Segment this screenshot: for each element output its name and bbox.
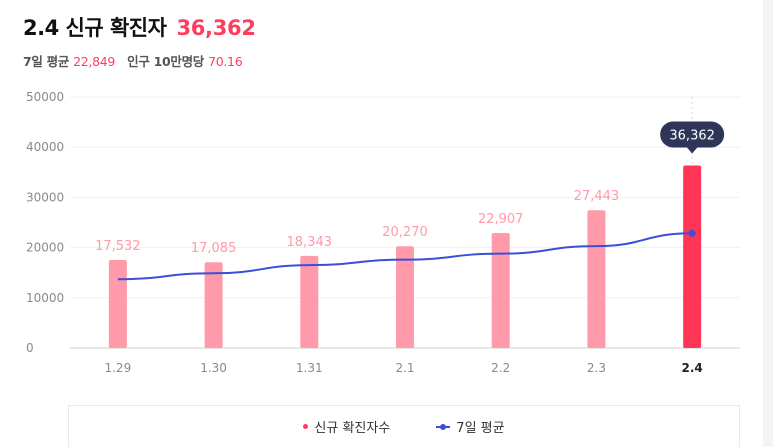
avg-value: 22,849 xyxy=(73,54,116,69)
bar-value-label: 18,343 xyxy=(287,235,333,250)
y-tick-label: 30000 xyxy=(26,190,64,204)
legend-label-cases: 신규 확진자수 xyxy=(314,421,391,436)
bar-value-label: 17,532 xyxy=(95,239,141,254)
y-tick-label: 50000 xyxy=(26,90,64,104)
bar xyxy=(396,246,414,348)
x-tick-label: 2.4 xyxy=(682,361,703,375)
bar xyxy=(587,210,606,348)
y-tick-label: 0 xyxy=(26,341,34,355)
cases-chart: 0 10000 20000 30000 40000 50000 17,532 17,085 18… xyxy=(26,90,740,375)
bar-value-label: 17,085 xyxy=(191,241,237,256)
page-title: 2.4 신규 확진자 xyxy=(23,16,167,40)
y-tick-label: 20000 xyxy=(26,241,64,255)
x-tick-label: 1.29 xyxy=(104,361,131,375)
average-point xyxy=(688,229,696,237)
bar-value-label: 27,443 xyxy=(574,189,620,204)
bar xyxy=(108,259,127,348)
legend-label-average: 7일 평균 xyxy=(456,421,505,436)
legend-item-average[interactable]: 7일 평균 xyxy=(436,417,505,436)
bar-value-label: 20,270 xyxy=(382,225,428,240)
total-cases: 36,362 xyxy=(176,16,256,40)
x-tick-label: 1.30 xyxy=(200,361,227,375)
x-tick-label: 1.31 xyxy=(296,361,323,375)
pop-label: 인구 10만명당 xyxy=(127,54,204,69)
pop-value: 70.16 xyxy=(208,54,243,69)
bar xyxy=(683,165,702,348)
tooltip-pointer xyxy=(686,146,699,154)
x-tick-label: 2.1 xyxy=(395,361,414,375)
scrollbar-track[interactable] xyxy=(763,0,773,447)
summary-line: 7일 평균 22,849 인구 10만명당 70.16 xyxy=(23,51,243,70)
legend-line-icon xyxy=(436,423,451,430)
chart-legend: 신규 확진자수 7일 평균 xyxy=(68,405,740,447)
bar-value-label: 22,907 xyxy=(478,212,524,227)
y-tick-label: 40000 xyxy=(26,140,64,154)
legend-dot-icon xyxy=(303,424,309,429)
x-tick-label: 2.3 xyxy=(587,361,606,375)
bar xyxy=(300,255,319,348)
bar xyxy=(491,233,510,348)
bar xyxy=(204,262,223,348)
legend-item-cases[interactable]: 신규 확진자수 xyxy=(303,417,390,436)
y-tick-label: 10000 xyxy=(26,291,64,305)
average-line xyxy=(117,232,693,281)
title-row: 2.4 신규 확진자 36,362 xyxy=(23,12,256,42)
tooltip-value-label: 36,362 xyxy=(669,128,715,143)
value-tooltip xyxy=(660,121,725,148)
x-tick-label: 2.2 xyxy=(491,361,510,375)
avg-label: 7일 평균 xyxy=(23,54,70,69)
